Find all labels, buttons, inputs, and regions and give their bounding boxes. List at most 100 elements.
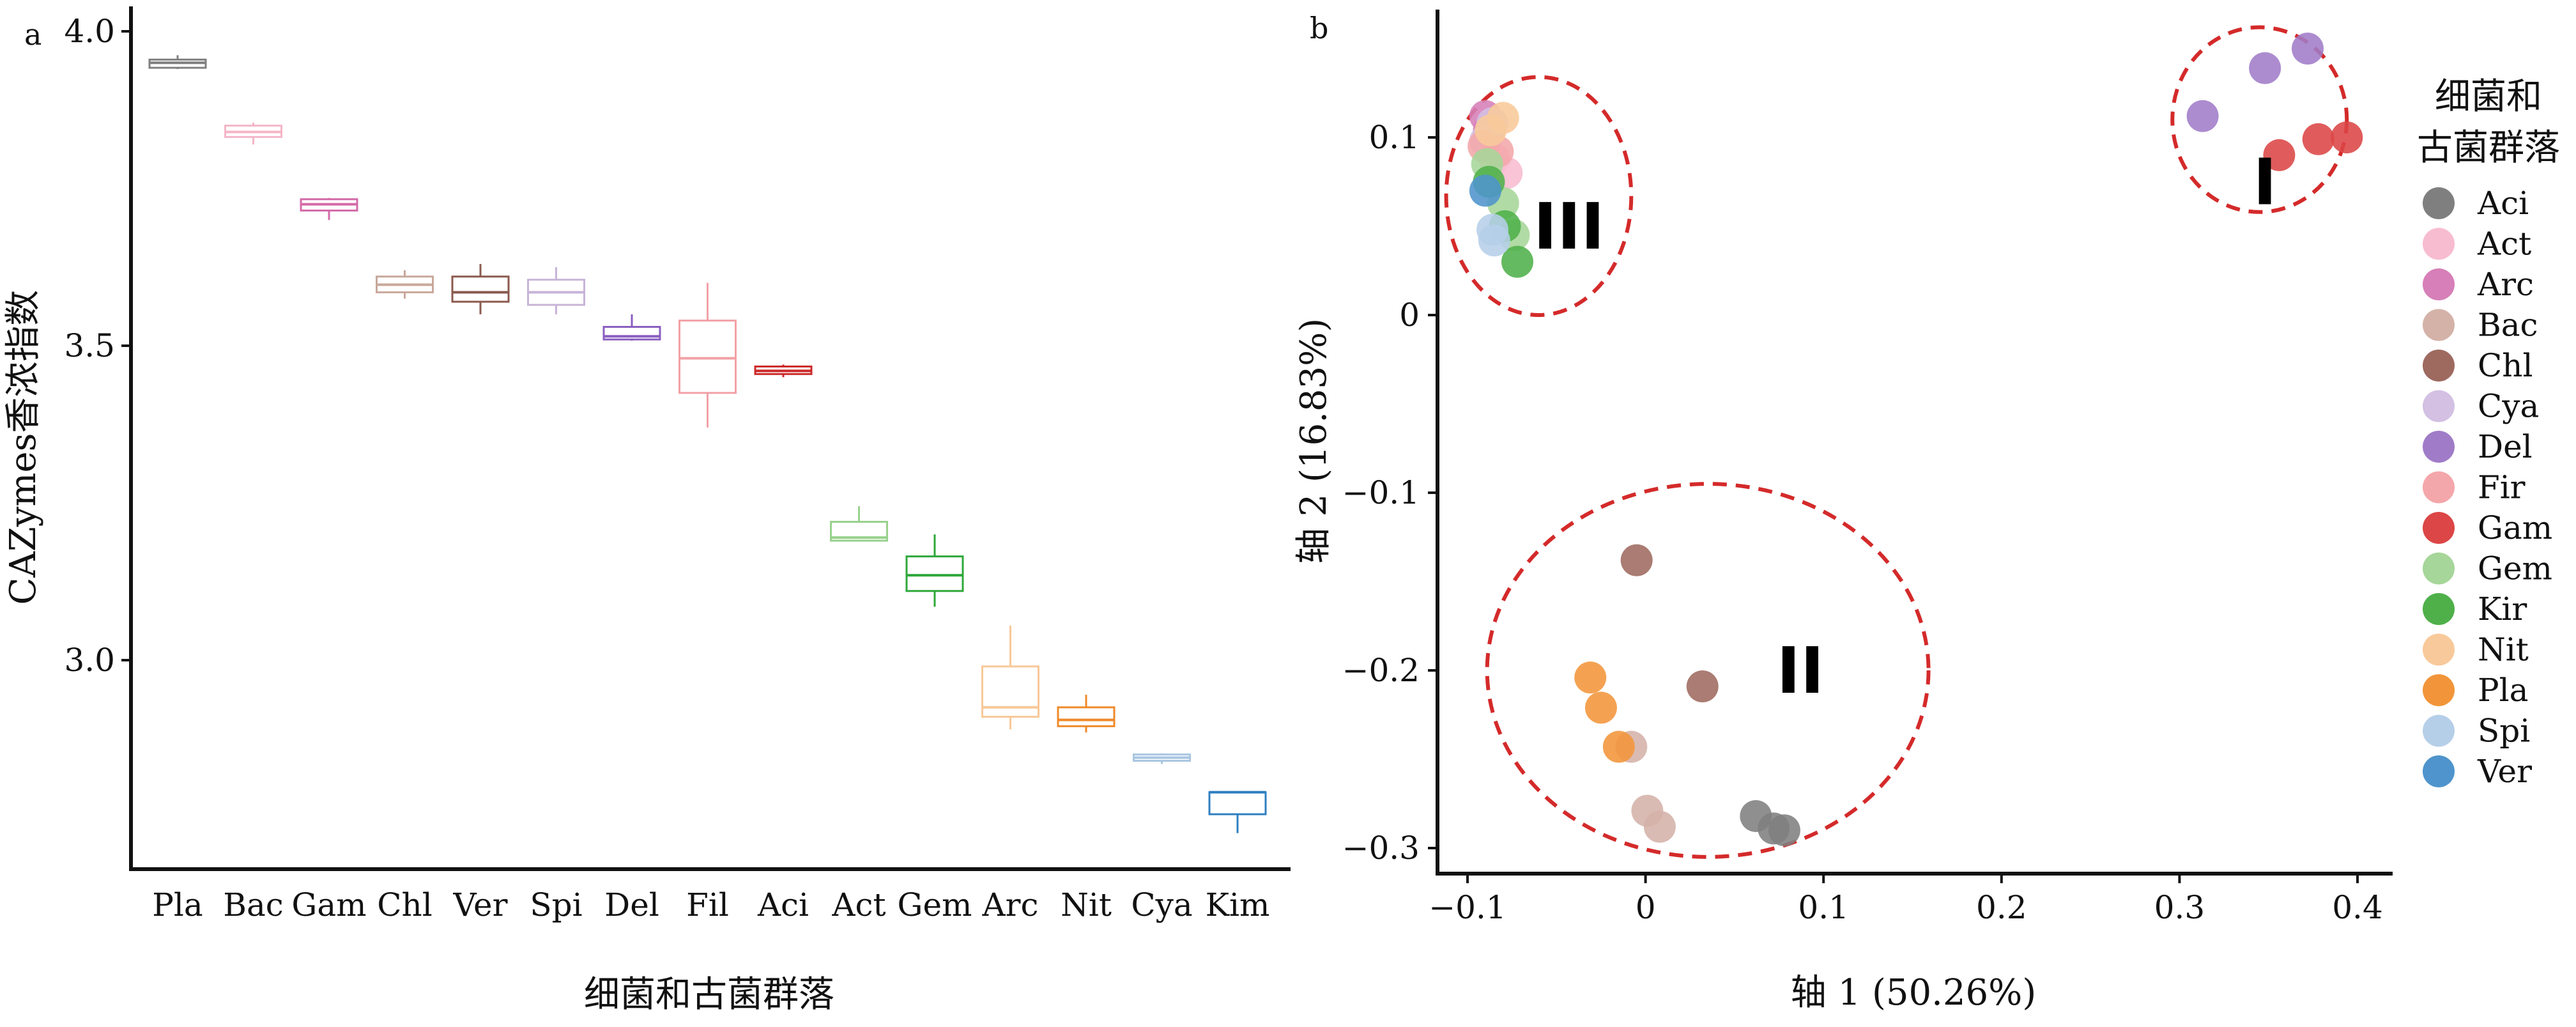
scatter-point (1478, 224, 1510, 256)
box-Fil (680, 283, 736, 428)
legend-swatch (2423, 390, 2455, 422)
scatter-point (2187, 100, 2219, 132)
y-axis-title: CAZymes香浓指数 (3, 290, 44, 605)
y-axis-ticks-b: −0.3 −0.2 −0.1 0 0.1 (1342, 119, 1438, 867)
scatter-point (1469, 174, 1501, 206)
legend-label: Gem (2478, 550, 2552, 587)
legend-label: Nit (2478, 631, 2529, 668)
y-tick-label: −0.1 (1342, 474, 1420, 511)
legend-item-Gem: Gem (2423, 550, 2552, 587)
series-Ver (1469, 174, 1501, 206)
x-tick-label: Act (831, 886, 885, 923)
legend-swatch (2423, 512, 2455, 544)
legend-item-Aci: Aci (2423, 185, 2529, 222)
scatter-point (2292, 33, 2324, 65)
x-tick-label: 0.3 (2154, 889, 2205, 926)
legend-item-Fir: Fir (2423, 469, 2526, 506)
box-rect (680, 321, 736, 393)
box-Del (604, 314, 660, 341)
scatter-point (2331, 121, 2363, 153)
x-tick-label: Pla (152, 886, 203, 923)
scatter-point (1574, 661, 1606, 693)
cluster-label: I (2253, 145, 2277, 220)
legend-swatch (2423, 674, 2455, 706)
x-tick-label: −0.1 (1429, 889, 1506, 926)
scatter-point (2249, 52, 2281, 84)
series-Pla (1574, 661, 1635, 762)
x-tick-label: Nit (1061, 886, 1112, 923)
legend-swatch (2423, 593, 2455, 625)
box-rect (1209, 792, 1266, 814)
cluster-label: III (1533, 189, 1605, 264)
x-tick-label: Spi (530, 886, 582, 923)
scatter-points: IIIIII (1468, 33, 2363, 846)
box-Gam (301, 198, 357, 220)
y-tick-label: 0.1 (1368, 119, 1420, 156)
legend-label: Ver (2477, 753, 2532, 790)
series-Aci (1740, 800, 1800, 846)
cluster-label: II (1777, 633, 1824, 708)
scatter-point (1768, 814, 1800, 846)
legend-swatch (2423, 755, 2455, 787)
box-rect (983, 667, 1039, 717)
legend-item-Cya: Cya (2423, 388, 2539, 425)
y-tick-label: −0.3 (1342, 830, 1420, 867)
x-tick-label: Del (604, 886, 659, 923)
scatter-point (1687, 670, 1719, 702)
x-tick-label: Chl (377, 886, 432, 923)
cluster-ellipses (1446, 27, 2347, 857)
scatter-point (1644, 811, 1676, 843)
box-Cya (1134, 753, 1190, 764)
legend-swatch (2423, 553, 2455, 585)
x-axis-ticks: Pla Bac Gam Chl Ver Spi Del Fil Aci Act Gem Arc Nit C… (152, 886, 1269, 923)
box-Gem (907, 534, 963, 606)
x-tick-label: Aci (757, 886, 809, 923)
legend-item-Chl: Chl (2423, 347, 2533, 384)
box-Nit (1058, 695, 1114, 732)
legend-label: Chl (2478, 347, 2533, 384)
y-tick-label: 0 (1399, 297, 1420, 334)
x-axis-ticks-b: −0.1 0 0.1 0.2 0.3 0.4 (1429, 874, 2382, 926)
x-tick-label: Kim (1206, 886, 1270, 923)
panel-a-boxplot: a 3.0 3.5 4.0 Pla Bac Gam Chl Ver Spi Del Fil Aci A… (3, 6, 1291, 1015)
box-Ver (452, 264, 509, 314)
legend-swatch (2423, 187, 2455, 219)
figure: a 3.03.54.0 Pla Bac Gam Chl Ver Spi Del Fil Aci A… (0, 0, 2576, 1027)
box-rect (1058, 707, 1114, 727)
legend-label: Spi (2478, 713, 2530, 750)
box-Bac (226, 123, 282, 144)
box-Pla (150, 55, 206, 69)
legend-swatch (2423, 634, 2455, 666)
box-Kim (1209, 792, 1266, 833)
legend-item-Ver: Ver (2423, 753, 2532, 790)
scatter-point (1475, 114, 1506, 146)
x-axis-title-b: 轴 1 (50.26%) (1791, 972, 2036, 1014)
legend-item-Pla: Pla (2423, 672, 2528, 709)
legend-item-Nit: Nit (2423, 631, 2529, 668)
panel-a-letter: a (24, 17, 42, 52)
legend-label: Del (2478, 428, 2533, 465)
legend-item-Gam: Gam (2423, 509, 2552, 546)
box-Spi (528, 267, 585, 314)
series-Del (2187, 33, 2324, 132)
legend-label: Bac (2478, 307, 2538, 344)
y-tick-label: 3.5 (64, 327, 115, 364)
legend-item-Del: Del (2423, 428, 2533, 465)
legend-label: Pla (2478, 672, 2528, 709)
legend: 细菌和 古菌群落 AciActArcBacChlCyaDelFirGamGemK… (2417, 76, 2560, 790)
legend-swatch (2423, 472, 2455, 504)
series-Spi (1476, 214, 1510, 257)
legend-label: Kir (2478, 591, 2527, 628)
legend-items: AciActArcBacChlCyaDelFirGamGemKirNitPlaS… (2423, 185, 2552, 790)
legend-swatch (2423, 228, 2455, 260)
x-tick-label: Gam (291, 886, 366, 923)
legend-label: Aci (2477, 185, 2529, 222)
legend-item-Spi: Spi (2423, 713, 2530, 750)
legend-swatch (2423, 715, 2455, 747)
x-tick-label: Arc (981, 886, 1038, 923)
panel-b-letter: b (1310, 11, 1328, 45)
scatter-point (2303, 123, 2334, 155)
x-tick-label: Fil (686, 886, 729, 923)
legend-label: Fir (2478, 469, 2526, 506)
